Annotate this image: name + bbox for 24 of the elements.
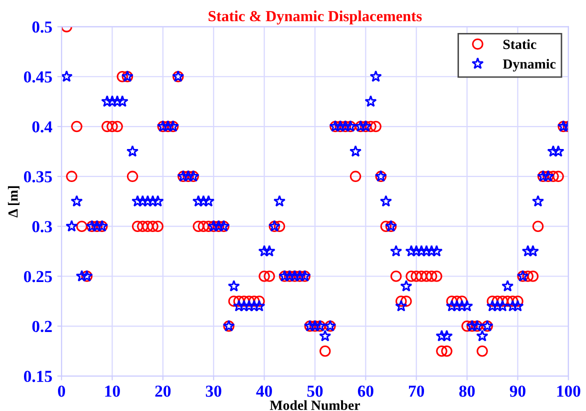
x-tick-label: 20 [155,386,171,397]
x-tick-label: 90 [510,386,526,397]
y-tick-label: 0.25 [24,270,52,282]
x-tick-label: 80 [459,386,475,397]
x-tick-label: 40 [256,386,272,397]
legend-label: Dynamic [502,58,556,72]
x-tick-label: 0 [58,386,66,397]
y-axis-title: Δ [m] [8,186,20,218]
y-tick-label: 0.45 [24,71,52,83]
y-tick-label: 0.35 [24,171,52,182]
x-tick-label: 50 [307,386,323,397]
x-axis-title: Model Number [270,400,360,410]
y-tick-label: 0.4 [32,121,52,133]
y-tick-label: 0.5 [32,21,52,33]
x-tick-label: 100 [557,386,580,397]
x-tick-label: 60 [358,386,374,397]
legend-label: Static [503,39,536,50]
y-tick-label: 0.2 [32,320,52,332]
y-tick-label: 0.3 [32,221,52,232]
x-tick-label: 30 [206,386,222,397]
chart-title: Static & Dynamic Displacements [208,10,422,24]
x-tick-label: 10 [105,386,120,397]
y-tick-label: 0.15 [24,370,52,382]
x-tick-label: 70 [408,386,424,397]
